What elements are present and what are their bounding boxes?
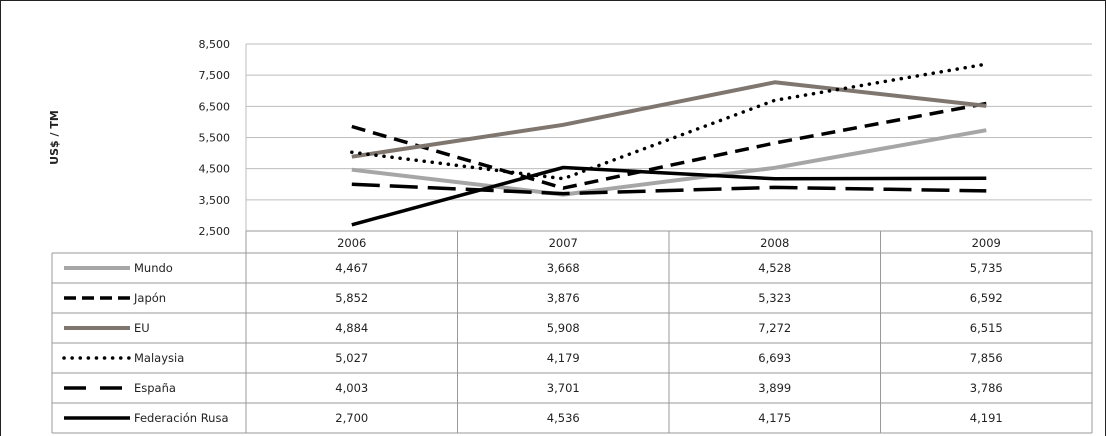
legend-label-federacion-rusa: Federación Rusa	[134, 411, 229, 425]
table-cell-value: 4,536	[547, 411, 580, 425]
y-tick-label: 7,500	[199, 69, 231, 82]
x-category-label: 2006	[337, 236, 366, 250]
table-cell-value: 7,856	[970, 351, 1003, 365]
table-cell-value: 3,876	[547, 291, 580, 305]
table-cell-value: 4,467	[335, 261, 368, 275]
table-cell-value: 4,179	[547, 351, 580, 365]
y-tick-label: 3,500	[199, 194, 231, 207]
table-cell-value: 4,003	[335, 381, 368, 395]
legend-label-malaysia: Malaysia	[134, 351, 184, 365]
series-line-malaysia	[350, 62, 989, 181]
table-cell-value: 2,700	[335, 411, 368, 425]
y-axis-label: US$ / TM	[48, 110, 61, 165]
table-cell-value: 5,027	[335, 351, 368, 365]
series-line-eu	[351, 80, 987, 159]
series-line-mundo	[351, 128, 987, 197]
table-cell-value: 3,899	[758, 381, 791, 395]
legend-label-eu: EU	[134, 321, 150, 335]
series-line-espana	[351, 182, 987, 196]
x-category-label: 2007	[549, 236, 578, 250]
y-tick-label: 2,500	[199, 225, 231, 238]
table-cell-value: 4,884	[335, 321, 368, 335]
table-cell-value: 4,191	[970, 411, 1003, 425]
y-tick-label: 8,500	[199, 38, 231, 51]
table-cell-value: 7,272	[758, 321, 791, 335]
series-line-japon	[351, 101, 987, 190]
table-cell-value: 6,515	[970, 321, 1003, 335]
x-category-label: 2008	[760, 236, 789, 250]
table-cell-value: 4,175	[758, 411, 791, 425]
table-cell-value: 4,528	[758, 261, 791, 275]
legend-label-japon: Japón	[133, 291, 166, 305]
table-cell-value: 5,323	[758, 291, 791, 305]
y-tick-label: 5,500	[199, 132, 231, 145]
legend-label-espana: España	[134, 381, 176, 395]
y-tick-label: 6,500	[199, 100, 231, 113]
table-cell-value: 5,852	[335, 291, 368, 305]
table-cell-value: 5,735	[970, 261, 1003, 275]
table-cell-value: 3,701	[547, 381, 580, 395]
table-cell-value: 6,592	[970, 291, 1003, 305]
series-line-federacion-rusa	[351, 165, 987, 227]
legend-label-mundo: Mundo	[134, 261, 173, 275]
table-cell-value: 5,908	[547, 321, 580, 335]
table-cell-value: 6,693	[758, 351, 791, 365]
table-cell-value: 3,668	[547, 261, 580, 275]
table-cell-value: 3,786	[970, 381, 1003, 395]
y-tick-label: 4,500	[199, 163, 231, 176]
x-category-label: 2009	[972, 236, 1001, 250]
